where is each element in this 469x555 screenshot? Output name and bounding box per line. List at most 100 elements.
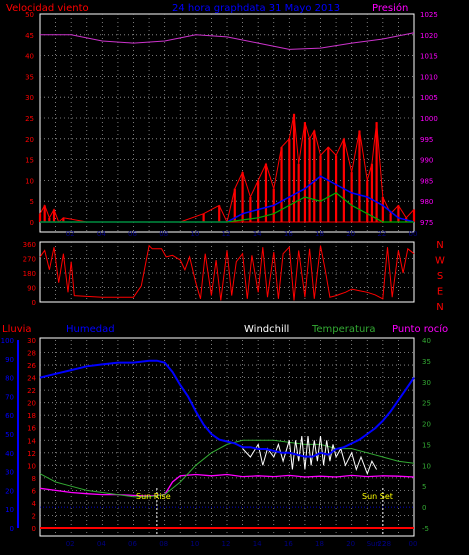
- pressure-tick-label: 975: [420, 219, 433, 227]
- dewpoint-line: [39, 473, 415, 497]
- rain-tick-label: 12: [27, 450, 36, 458]
- rain-tick-label: 0: [32, 525, 36, 533]
- humidity-tick-label: 60: [5, 412, 14, 420]
- x-tick-label: 06: [128, 230, 137, 238]
- temp-tick-label: 5: [422, 483, 426, 491]
- x-tick-label: 08: [159, 540, 168, 548]
- rain-tick-label: 24: [27, 375, 36, 383]
- x-tick-label: 02: [66, 540, 75, 548]
- direction-series: [39, 244, 415, 301]
- rain-tick-label: 22: [27, 387, 36, 395]
- pressure-tick-label: 990: [420, 157, 433, 165]
- x-tick-label: 22: [377, 230, 386, 238]
- wind-tick-label: 20: [25, 136, 34, 144]
- rain-tick-label: 30: [27, 337, 36, 345]
- humidity-tick-label: 50: [5, 431, 14, 439]
- rain-tick-label: 4: [32, 500, 37, 508]
- temp-tick-label: 30: [422, 379, 431, 387]
- temp-tick-label: 25: [422, 400, 431, 408]
- x-tick-label: 22: [377, 540, 386, 548]
- x-tick-label: 00: [409, 540, 418, 548]
- wind-tick-label: 45: [25, 32, 34, 40]
- rain-tick-label: 16: [27, 425, 36, 433]
- x-tick-label: 06: [128, 540, 137, 548]
- rain-tick-label: 14: [27, 437, 36, 445]
- temp-grid: [40, 340, 414, 536]
- humidity-tick-label: 80: [5, 375, 14, 383]
- x-tick-label: 16: [284, 540, 293, 548]
- wind-grid: [40, 14, 414, 232]
- pressure-tick-label: 1020: [420, 32, 438, 40]
- humidity-tick-label: 0: [10, 525, 14, 533]
- pressure-tick-label: 980: [420, 198, 433, 206]
- temp-series: [39, 359, 415, 536]
- header-rain: Lluvia: [2, 324, 32, 335]
- pressure-tick-label: 995: [420, 136, 433, 144]
- low-wind-line: [40, 192, 414, 223]
- wind-tick-label: 35: [25, 73, 34, 81]
- direction-tick-label: 180: [23, 270, 36, 278]
- temp-tick-label: -5: [422, 525, 429, 533]
- compass-label: N: [436, 302, 443, 313]
- x-tick-label: 08: [159, 230, 168, 238]
- sunset-tick-label: Sun 28: [367, 540, 391, 548]
- humidity-tick-label: 20: [5, 487, 14, 495]
- sunrise-label: Sun Rise: [136, 492, 171, 501]
- wind-tick-label: 30: [25, 94, 34, 102]
- pressure-tick-label: 1005: [420, 94, 438, 102]
- wind-tick-label: 50: [25, 11, 34, 19]
- header-windchill: Windchill: [244, 324, 289, 335]
- x-tick-label: 14: [253, 540, 262, 548]
- x-tick-label: 12: [222, 230, 231, 238]
- x-tick-label: 04: [97, 230, 106, 238]
- wind-tick-label: 10: [25, 177, 34, 185]
- humidity-tick-label: 100: [1, 337, 14, 345]
- x-tick-label: 18: [315, 540, 324, 548]
- temp-tick-label: 35: [422, 358, 431, 366]
- humidity-line: [39, 359, 415, 458]
- rain-tick-label: 20: [27, 400, 36, 408]
- compass-label: S: [437, 271, 443, 282]
- wind-tick-label: 0: [30, 219, 34, 227]
- compass-label: W: [435, 256, 445, 267]
- compass-label: E: [437, 287, 443, 298]
- direction-tick-label: 90: [27, 285, 36, 293]
- wind-tick-label: 40: [25, 53, 34, 61]
- x-tick-label: 10: [190, 540, 199, 548]
- x-tick-label: 10: [190, 230, 199, 238]
- rain-tick-label: 8: [32, 475, 36, 483]
- temperature-line: [39, 439, 415, 498]
- x-tick-label: 16: [284, 230, 293, 238]
- wind-tick-label: 25: [25, 115, 34, 123]
- x-tick-label: 18: [315, 230, 324, 238]
- rain-tick-label: 26: [27, 362, 36, 370]
- humidity-tick-label: 40: [5, 450, 14, 458]
- header-left: Velocidad viento: [6, 3, 89, 14]
- direction-tick-label: 0: [32, 299, 36, 307]
- windchill-line: [242, 436, 378, 476]
- x-tick-label: 12: [222, 540, 231, 548]
- direction-tick-label: 360: [23, 241, 36, 249]
- temp-tick-label: 15: [422, 441, 431, 449]
- pressure-line: [40, 32, 415, 50]
- header-dewpoint: Punto rocío: [392, 323, 448, 335]
- x-tick-label: 14: [253, 230, 262, 238]
- header-right: Presión: [372, 2, 408, 14]
- header-humidity: Humedad: [66, 324, 115, 335]
- header-center: 24 hora graphdata 31 Mayo 2013: [172, 3, 340, 14]
- pressure-tick-label: 1000: [420, 115, 438, 123]
- x-tick-label: 20: [346, 230, 355, 238]
- direction-tick-label: 270: [23, 256, 36, 264]
- humidity-tick-label: 70: [5, 393, 14, 401]
- humidity-tick-label: 90: [5, 356, 14, 364]
- x-tick-label: 00: [409, 230, 418, 238]
- rain-tick-label: 2: [32, 512, 36, 520]
- humidity-tick-label: 30: [5, 469, 14, 477]
- direction-line: [39, 244, 415, 301]
- wind-series: [38, 32, 416, 224]
- humidity-tick-label: 10: [5, 506, 14, 514]
- wind-tick-label: 5: [30, 198, 34, 206]
- rain-tick-label: 10: [27, 462, 36, 470]
- temp-tick-label: 40: [422, 337, 431, 345]
- pressure-tick-label: 985: [420, 177, 433, 185]
